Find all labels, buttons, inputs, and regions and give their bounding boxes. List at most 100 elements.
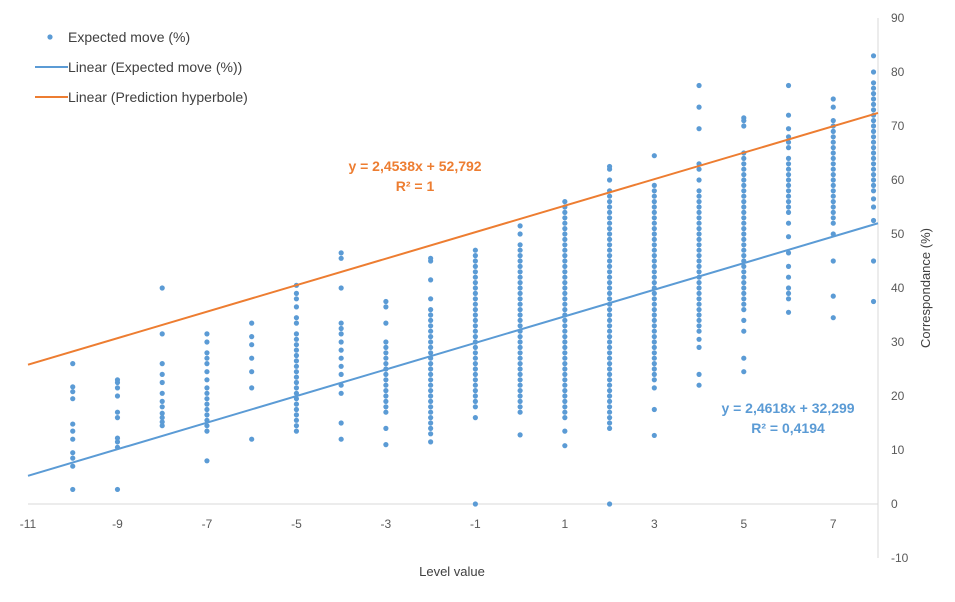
data-point xyxy=(651,226,657,232)
x-tick-label: -11 xyxy=(20,517,37,531)
data-point xyxy=(785,290,792,296)
data-point xyxy=(741,161,747,167)
data-point xyxy=(428,409,434,415)
x-tick-label: 5 xyxy=(740,517,747,531)
data-point xyxy=(517,247,523,253)
data-point xyxy=(204,406,210,413)
data-point xyxy=(472,280,478,286)
data-point xyxy=(472,371,478,377)
data-point xyxy=(562,398,568,404)
data-point xyxy=(562,274,568,280)
data-point xyxy=(741,296,747,302)
data-point xyxy=(428,344,434,350)
data-point xyxy=(428,431,434,437)
data-point xyxy=(472,328,478,334)
data-point xyxy=(428,420,434,426)
data-point xyxy=(870,85,877,91)
data-point xyxy=(651,199,657,205)
data-point xyxy=(651,385,657,391)
data-point xyxy=(870,134,877,140)
data-point xyxy=(293,352,300,359)
data-point xyxy=(428,328,434,334)
data-point xyxy=(741,290,747,296)
data-point xyxy=(830,177,836,183)
data-point xyxy=(606,274,613,280)
data-point xyxy=(517,339,523,345)
data-point xyxy=(472,312,478,318)
data-point xyxy=(204,423,210,429)
data-point xyxy=(293,336,300,342)
y-tick-labels: -10 0 10 20 30 40 50 60 70 80 90 xyxy=(891,11,909,565)
data-point xyxy=(606,285,613,291)
data-point xyxy=(830,204,836,210)
data-point xyxy=(696,301,702,307)
data-point xyxy=(606,377,613,383)
data-point xyxy=(70,421,76,427)
data-point xyxy=(785,199,792,205)
data-point xyxy=(870,258,877,264)
data-point xyxy=(651,361,657,367)
data-point xyxy=(870,80,877,86)
data-point xyxy=(696,247,702,253)
data-point xyxy=(517,377,523,383)
data-point xyxy=(562,290,568,296)
data-point xyxy=(562,388,568,394)
data-point xyxy=(472,290,478,296)
data-point xyxy=(428,255,434,261)
data-point xyxy=(428,371,434,377)
data-point xyxy=(293,304,300,310)
data-point xyxy=(517,371,523,377)
data-point xyxy=(785,193,792,199)
data-point xyxy=(696,307,702,313)
data-point xyxy=(830,315,836,321)
data-point xyxy=(383,350,389,356)
data-point xyxy=(204,369,210,375)
data-point xyxy=(696,126,702,132)
data-point xyxy=(562,415,568,421)
data-point xyxy=(293,401,300,407)
data-point xyxy=(696,253,702,259)
data-point xyxy=(517,301,523,307)
data-point xyxy=(293,385,300,391)
data-point xyxy=(517,263,523,269)
data-point xyxy=(472,285,478,291)
data-point xyxy=(741,166,747,172)
data-point xyxy=(383,442,389,448)
data-point xyxy=(741,301,747,307)
data-point xyxy=(293,363,300,369)
data-point xyxy=(562,226,568,232)
data-point xyxy=(159,390,165,396)
data-point xyxy=(383,388,389,394)
data-point xyxy=(696,231,702,237)
data-point xyxy=(472,361,478,367)
data-point xyxy=(785,182,792,188)
y-tick-label: 40 xyxy=(891,281,905,295)
data-point xyxy=(293,390,300,396)
data-point xyxy=(383,339,389,345)
data-point xyxy=(428,388,434,394)
legend-label-linear-prediction: Linear (Prediction hyperbole) xyxy=(68,89,248,105)
data-point xyxy=(785,172,792,178)
data-point xyxy=(562,253,568,259)
data-point xyxy=(741,317,747,323)
data-point xyxy=(696,269,702,275)
data-point xyxy=(741,188,747,194)
data-point xyxy=(472,269,478,275)
data-point xyxy=(651,344,657,350)
x-tick-label: 7 xyxy=(830,517,837,531)
data-point xyxy=(870,166,877,172)
data-point xyxy=(606,328,613,334)
data-point xyxy=(606,204,613,210)
data-point xyxy=(562,258,568,264)
data-point xyxy=(204,339,210,345)
data-point xyxy=(651,377,657,383)
data-point xyxy=(830,193,836,199)
data-point xyxy=(517,258,523,264)
y-tick-label: 20 xyxy=(891,389,905,403)
data-point xyxy=(517,317,523,323)
data-point xyxy=(870,107,877,113)
data-point xyxy=(651,312,657,318)
data-point xyxy=(606,263,613,269)
data-point xyxy=(606,226,613,232)
